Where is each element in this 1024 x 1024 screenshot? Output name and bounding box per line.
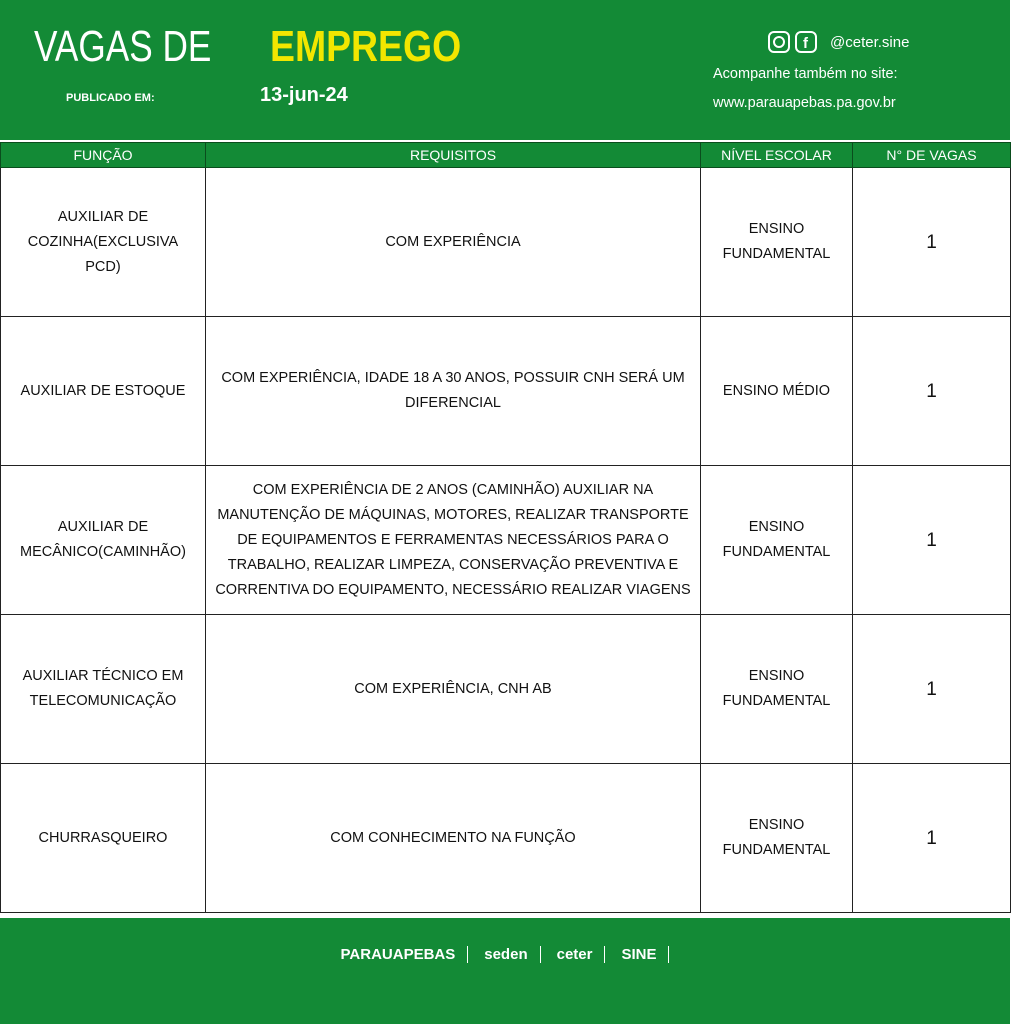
table-cell: ENSINO FUNDAMENTAL	[700, 763, 853, 913]
table-cell: COM CONHECIMENTO NA FUNÇÃO	[205, 763, 701, 913]
site-url: www.parauapebas.pa.gov.br	[713, 95, 896, 111]
table-cell: 1	[852, 167, 1011, 317]
table-row: AUXILIAR DE COZINHA(EXCLUSIVA PCD) COM EX…	[0, 167, 1011, 317]
table-cell: ENSINO FUNDAMENTAL	[700, 465, 853, 615]
table-cell: CHURRASQUEIRO	[0, 763, 206, 913]
svg-text:f: f	[803, 35, 809, 52]
column-header: NÍVEL ESCOLAR	[700, 142, 853, 168]
table-cell: 1	[852, 614, 1011, 764]
table-cell: 1	[852, 763, 1011, 913]
table-cell: 1	[852, 465, 1011, 615]
table-cell: AUXILIAR DE ESTOQUE	[0, 316, 206, 466]
table-row: AUXILIAR DE ESTOQUE COM EXPERIÊNCIA, IDAD…	[0, 316, 1011, 466]
date: 13-jun-24	[260, 84, 348, 106]
partner-logo: SINE	[621, 946, 670, 963]
social-icons: f	[768, 31, 817, 53]
header-band	[0, 0, 1010, 140]
table-row: AUXILIAR TÉCNICO EM TELECOMUNICAÇÃO COM E…	[0, 614, 1011, 764]
table-cell: COM EXPERIÊNCIA DE 2 ANOS (CAMINHÃO) AUX…	[205, 465, 701, 615]
social-handle: @ceter.sine	[830, 34, 910, 51]
table-cell: ENSINO FUNDAMENTAL	[700, 167, 853, 317]
partner-logo: PARAUAPEBAS	[341, 946, 469, 963]
site-note: Acompanhe também no site:	[713, 66, 898, 82]
table-cell: AUXILIAR DE COZINHA(EXCLUSIVA PCD)	[0, 167, 206, 317]
title-left: VAGAS DE	[34, 22, 212, 71]
table-cell: COM EXPERIÊNCIA	[205, 167, 701, 317]
jobs-table: FUNÇÃO REQUISITOS NÍVEL ESCOLAR N° DE VAGAS…	[0, 142, 1011, 913]
table-cell: 1	[852, 316, 1011, 466]
table-row: CHURRASQUEIRO COM CONHECIMENTO NA FUNÇÃO E…	[0, 763, 1011, 913]
footer-band: PARAUAPEBAS seden ceter SINE	[0, 918, 1010, 1024]
title-right: EMPREGO	[270, 22, 462, 71]
partner-logo: ceter	[557, 946, 606, 963]
column-header: REQUISITOS	[205, 142, 701, 168]
published-label: PUBLICADO EM:	[66, 92, 155, 104]
table-cell: AUXILIAR DE MECÂNICO(CAMINHÃO)	[0, 465, 206, 615]
table-cell: COM EXPERIÊNCIA, IDADE 18 A 30 ANOS, POS…	[205, 316, 701, 466]
column-header: FUNÇÃO	[0, 142, 206, 168]
table-cell: AUXILIAR TÉCNICO EM TELECOMUNICAÇÃO	[0, 614, 206, 764]
table-cell: COM EXPERIÊNCIA, CNH AB	[205, 614, 701, 764]
table-cell: ENSINO FUNDAMENTAL	[700, 614, 853, 764]
table-cell: ENSINO MÉDIO	[700, 316, 853, 466]
table-row: AUXILIAR DE MECÂNICO(CAMINHÃO) COM EXPERI…	[0, 465, 1011, 615]
column-header: N° DE VAGAS	[852, 142, 1011, 168]
partner-logo: seden	[484, 946, 541, 963]
